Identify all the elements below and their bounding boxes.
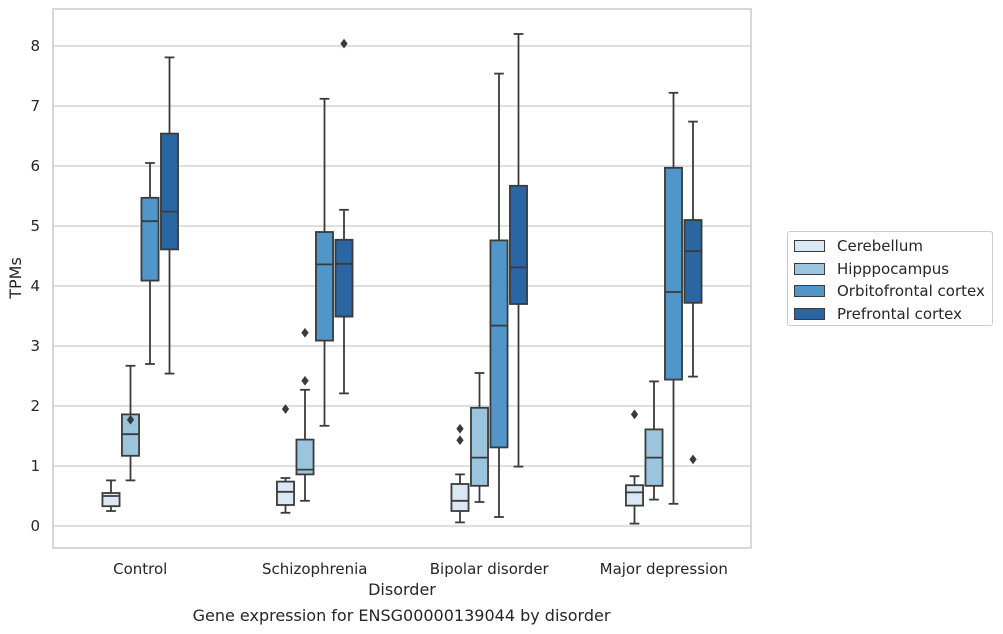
legend-swatch (794, 285, 825, 298)
legend-label: Cerebellum (837, 237, 923, 256)
x-axis-label: Disorder (368, 580, 436, 599)
box-hipppocampus (644, 380, 664, 501)
outlier-point (126, 414, 135, 425)
box-iqr (101, 492, 121, 508)
box-prefrontal-cortex (509, 33, 528, 468)
legend-item: Orbitofrontal cortex (794, 280, 992, 303)
plot-frame (52, 8, 752, 549)
box-groups (101, 33, 703, 525)
outlier-point (456, 435, 464, 446)
box-iqr (625, 484, 644, 507)
box-iqr (334, 238, 354, 318)
box-cerebellum (625, 409, 644, 525)
box-cerebellum (450, 423, 470, 524)
box-iqr (664, 166, 683, 381)
box-orbitofrontal-cortex (664, 91, 683, 505)
x-tick-label: Schizophrenia (262, 560, 367, 578)
legend-item: Prefrontal cortex (794, 303, 992, 326)
box-iqr (683, 219, 703, 304)
box-hipppocampus (295, 327, 315, 502)
figure-caption: Gene expression for ENSG00000139044 by d… (192, 606, 611, 625)
outlier-point (630, 409, 639, 420)
box-iqr (470, 406, 489, 487)
box-iqr (450, 483, 470, 512)
legend: Cerebellum Hipppocampus Orbitofrontal cort… (787, 231, 993, 326)
y-tick-label: 6 (30, 157, 40, 175)
box-orbitofrontal-cortex (489, 72, 509, 518)
y-tick-labels: 0 1 2 3 4 5 6 7 8 (30, 37, 40, 535)
box-prefrontal-cortex (334, 38, 354, 395)
box-iqr (509, 184, 528, 305)
legend-swatch (794, 262, 825, 275)
outlier-point (301, 327, 309, 338)
box-hipppocampus (121, 364, 140, 482)
box-iqr (489, 239, 509, 449)
box-prefrontal-cortex (160, 56, 179, 375)
legend-label: Prefrontal cortex (837, 305, 962, 324)
y-tick-label: 5 (30, 217, 40, 235)
outlier-point (456, 423, 464, 434)
box-iqr (276, 480, 295, 506)
legend-label: Orbitofrontal cortex (837, 282, 985, 301)
box-cerebellum (101, 479, 121, 512)
outlier-point (689, 454, 697, 465)
box-orbitofrontal-cortex (140, 162, 160, 365)
x-tick-labels: Control Schizophrenia Bipolar disorder Majo… (113, 560, 728, 578)
y-tick-label: 0 (30, 517, 40, 535)
legend-item: Hipppocampus (794, 258, 992, 281)
box-iqr (140, 196, 160, 282)
legend-label: Hipppocampus (837, 259, 950, 278)
y-tick-label: 8 (30, 37, 40, 55)
legend-swatch (794, 308, 825, 321)
x-tick-label: Control (113, 560, 167, 578)
box-iqr (315, 231, 334, 342)
y-tick-label: 2 (30, 397, 40, 415)
box-iqr (295, 438, 315, 476)
y-tick-label: 1 (30, 457, 40, 475)
y-axis-label: TPMs (6, 257, 25, 300)
outlier-point (340, 38, 348, 49)
box-cerebellum (276, 404, 295, 514)
outlier-point (301, 375, 309, 386)
box-prefrontal-cortex (683, 120, 703, 465)
y-tick-label: 4 (30, 277, 40, 295)
x-tick-label: Bipolar disorder (430, 560, 550, 578)
outlier-point (281, 404, 290, 414)
box-iqr (160, 132, 179, 251)
legend-item: Cerebellum (794, 235, 992, 258)
box-orbitofrontal-cortex (315, 97, 334, 427)
y-tick-label: 7 (30, 97, 40, 115)
y-tick-label: 3 (30, 337, 40, 355)
legend-swatch (794, 240, 825, 253)
box-hipppocampus (470, 372, 489, 503)
x-tick-label: Major depression (600, 560, 728, 578)
